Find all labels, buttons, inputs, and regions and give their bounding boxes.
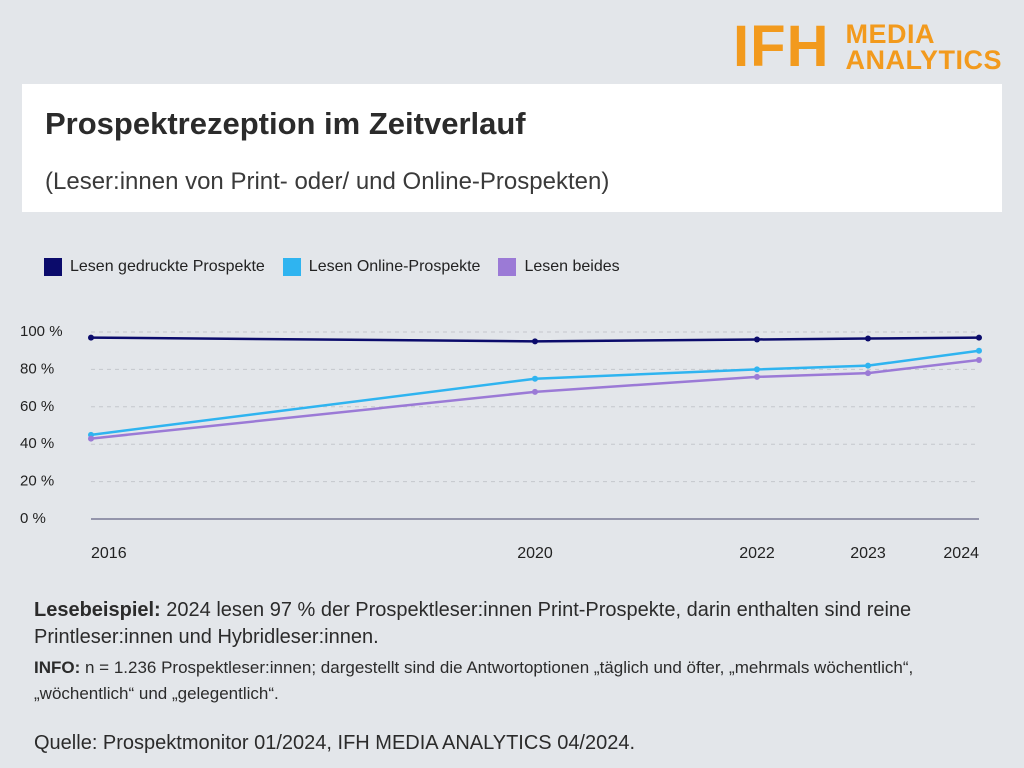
y-tick-label: 40 % [20,435,54,452]
series-3 [88,357,982,442]
logo-line-media: MEDIA [845,19,935,49]
series-1 [88,334,982,345]
grid-lines [91,331,979,520]
data-point [754,336,760,343]
data-point [754,366,760,373]
x-tick-label: 2022 [739,545,775,562]
legend-label: Lesen gedruckte Prospekte [70,258,265,275]
notes-section: Lesebeispiel: 2024 lesen 97 % der Prospe… [34,597,994,707]
legend-entry: Lesen gedruckte Prospekte [44,258,265,276]
data-point [754,373,760,380]
y-axis-ticks: 0 % 20 % 40 % 60 % 80 % 100 % [20,323,63,527]
reading-example-label: Lesebeispiel: [34,599,161,621]
data-point [532,388,538,395]
data-point [976,347,982,354]
source-text: Prospektmonitor 01/2024, IFH MEDIA ANALY… [97,732,636,754]
y-tick-label: 60 % [20,398,54,415]
info-text: n = 1.236 Prospektleser:innen; dargestel… [34,658,914,703]
data-point [865,362,871,369]
chart-subtitle: (Leser:innen von Print- oder/ und Online… [45,168,610,195]
chart-title: Prospektrezeption im Zeitverlauf [45,106,526,141]
logo-line-analytics: ANALYTICS [845,45,1002,75]
legend-label: Lesen Online-Prospekte [308,258,481,275]
title-box: Prospektrezeption im Zeitverlauf (Leser:… [22,84,1002,212]
series-2 [88,347,982,438]
line-chart: 0 % 20 % 40 % 60 % 80 % 100 % 2016 2020 2022 202… [20,323,982,562]
series-lines [88,334,982,442]
y-tick-label: 20 % [20,473,54,490]
y-tick-label: 0 % [20,510,46,527]
series-line [90,358,980,440]
legend-swatch [282,258,301,276]
x-tick-label: 2020 [517,545,553,562]
data-point [976,357,982,364]
source-note: Quelle: Prospektmonitor 01/2024, IFH MED… [34,732,635,755]
reading-example-text: 2024 lesen 97 % der Prospektleser:innen … [34,599,912,648]
info-note: INFO: n = 1.236 Prospektleser:innen; dar… [34,655,994,707]
legend-entry: Lesen Online-Prospekte [282,258,481,276]
logo-ifh-text: IFH [733,14,830,79]
data-point [865,370,871,377]
x-tick-label: 2023 [850,545,886,562]
logo-media-analytics-text: MEDIA ANALYTICS [845,19,1002,75]
legend-entry: Lesen beides [498,258,620,276]
legend-label: Lesen beides [524,258,620,275]
data-point [532,338,538,345]
ifh-media-analytics-logo: IFH MEDIA ANALYTICS [733,18,1002,76]
x-axis-ticks: 2016 2020 2022 2023 2024 [91,545,979,562]
reading-example: Lesebeispiel: 2024 lesen 97 % der Prospe… [34,597,994,651]
y-tick-label: 100 % [20,323,63,340]
x-tick-label: 2016 [91,545,127,562]
data-point [865,335,871,342]
data-point [88,334,94,341]
info-label: INFO: [34,658,81,677]
chart-legend: Lesen gedruckte Prospekte Lesen Online-Pr… [44,258,620,276]
x-tick-label: 2024 [943,545,979,562]
y-tick-label: 80 % [20,360,54,377]
data-point [976,334,982,341]
source-label: Quelle: [34,732,98,754]
data-point [88,435,94,442]
legend-swatch [44,258,62,276]
data-point [532,375,538,382]
legend-swatch [498,258,517,276]
